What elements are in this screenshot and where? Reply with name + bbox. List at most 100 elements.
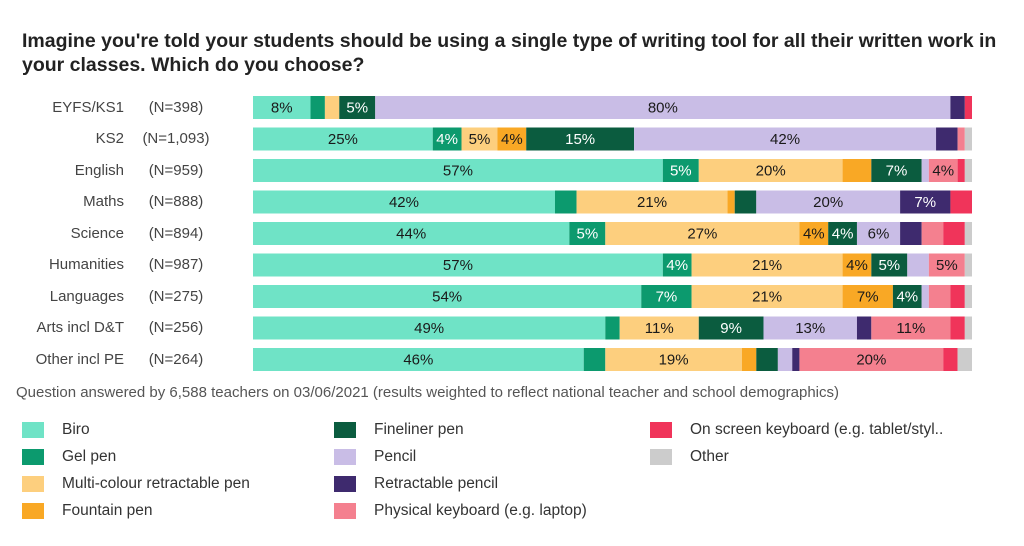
legend-item: Retractable pencil: [334, 474, 498, 494]
bar-segment: [253, 159, 663, 182]
bar-segment: [964, 96, 972, 119]
bar-segment: [928, 253, 965, 277]
data-label: 5%: [878, 257, 900, 274]
legend-item: Fineliner pen: [334, 420, 464, 440]
bar-segment: [756, 190, 901, 214]
data-label: 4%: [666, 257, 688, 274]
bar-segment: [921, 285, 929, 308]
row-label: Humanities: [48, 256, 124, 273]
bar-segment: [936, 127, 958, 151]
bar-segment: [324, 96, 340, 119]
bar-segment: [605, 222, 800, 245]
data-label: 7%: [914, 194, 936, 211]
row-n-label: (N=894): [148, 224, 204, 242]
bar-segment: [554, 190, 577, 214]
row-n-label: (N=264): [148, 350, 204, 368]
legend-label: On screen keyboard (e.g. tablet/styl..: [690, 421, 944, 438]
bar-segment: [605, 316, 620, 340]
row-n-label: (N=987): [148, 256, 204, 273]
legend-item: Gel pen: [22, 447, 116, 467]
bar-segment: [964, 127, 972, 151]
bar-segment: [921, 159, 929, 182]
bar-segment: [619, 316, 699, 340]
data-label: 7%: [886, 163, 908, 180]
bar-segment: [253, 348, 584, 371]
bar-segment: [900, 222, 922, 245]
data-label: 42%: [770, 131, 800, 148]
legend-label: Gel pen: [62, 448, 117, 465]
data-label: 19%: [659, 352, 689, 369]
bar-segment: [691, 253, 843, 277]
bar-segment: [900, 190, 951, 214]
data-label: 5%: [670, 163, 692, 180]
bar-segment: [957, 348, 972, 371]
bar-segment: [799, 348, 944, 371]
legend-swatch: [334, 449, 356, 465]
data-label: 80%: [648, 100, 678, 117]
row-n-label: (N=959): [148, 161, 204, 179]
bar-segment: [253, 222, 570, 245]
data-label: 27%: [687, 226, 717, 243]
bar-segment: [698, 159, 843, 182]
bar-segment: [641, 285, 692, 308]
data-label: 44%: [396, 226, 426, 243]
data-label: 20%: [856, 352, 886, 369]
data-label: 9%: [720, 320, 742, 337]
data-label: 21%: [637, 194, 667, 211]
bar-segment: [921, 222, 944, 245]
legend-label: Fineliner pen: [374, 421, 464, 438]
legend-label: Multi-colour retractable pen: [62, 475, 250, 492]
data-label: 46%: [403, 352, 433, 369]
bar-segment: [828, 222, 857, 245]
data-label: 5%: [936, 257, 958, 274]
bar-segment: [871, 253, 908, 277]
bar-segment: [583, 348, 606, 371]
data-label: 4%: [436, 131, 458, 148]
bar-segment: [253, 127, 433, 151]
bar-segment: [950, 316, 965, 340]
bar-segment: [339, 96, 376, 119]
row-label: Languages: [49, 287, 124, 305]
bar-segment: [928, 285, 951, 308]
legend-label: Retractable pencil: [374, 475, 499, 492]
legend-swatch: [334, 476, 356, 492]
bar-segment: [253, 96, 311, 119]
data-label: 5%: [576, 226, 598, 243]
data-label: 15%: [565, 131, 595, 148]
bar-segment: [734, 190, 757, 214]
bar-segment: [792, 348, 800, 371]
data-label: 4%: [803, 226, 825, 243]
legend-item: Physical keyboard (e.g. laptop): [334, 501, 587, 521]
data-label: 42%: [389, 194, 419, 211]
data-label: 7%: [656, 289, 678, 306]
bar-segment: [871, 316, 951, 340]
bar-segment: [950, 190, 972, 214]
legend-item: Fountain pen: [22, 501, 153, 521]
data-label: 4%: [501, 131, 523, 148]
bar-segment: [461, 127, 498, 151]
data-label: 21%: [752, 289, 782, 306]
row-label: Arts incl D&T: [36, 319, 124, 336]
bar-segment: [497, 127, 527, 151]
data-label: 21%: [752, 257, 782, 274]
legend-item: Other: [650, 447, 729, 467]
legend-label: Fountain pen: [62, 502, 153, 519]
legend-swatch: [334, 422, 356, 438]
legend-swatch: [650, 422, 672, 438]
data-label: 54%: [432, 289, 462, 306]
bar-segment: [842, 159, 872, 182]
bar-segment: [943, 222, 965, 245]
bar-segment: [375, 96, 951, 119]
legend-label: Physical keyboard (e.g. laptop): [374, 502, 587, 519]
row-label: Other incl PE: [35, 350, 124, 368]
bar-segment: [576, 190, 728, 214]
row-n-label: (N=1,093): [142, 130, 210, 147]
legend-swatch: [22, 422, 44, 438]
data-label: 20%: [756, 163, 786, 180]
bar-segment: [964, 222, 972, 245]
bar-segment: [842, 253, 872, 277]
bar-segment: [727, 190, 735, 214]
bar-segment: [907, 253, 929, 277]
row-label: English: [74, 161, 124, 179]
bar-segment: [526, 127, 635, 151]
